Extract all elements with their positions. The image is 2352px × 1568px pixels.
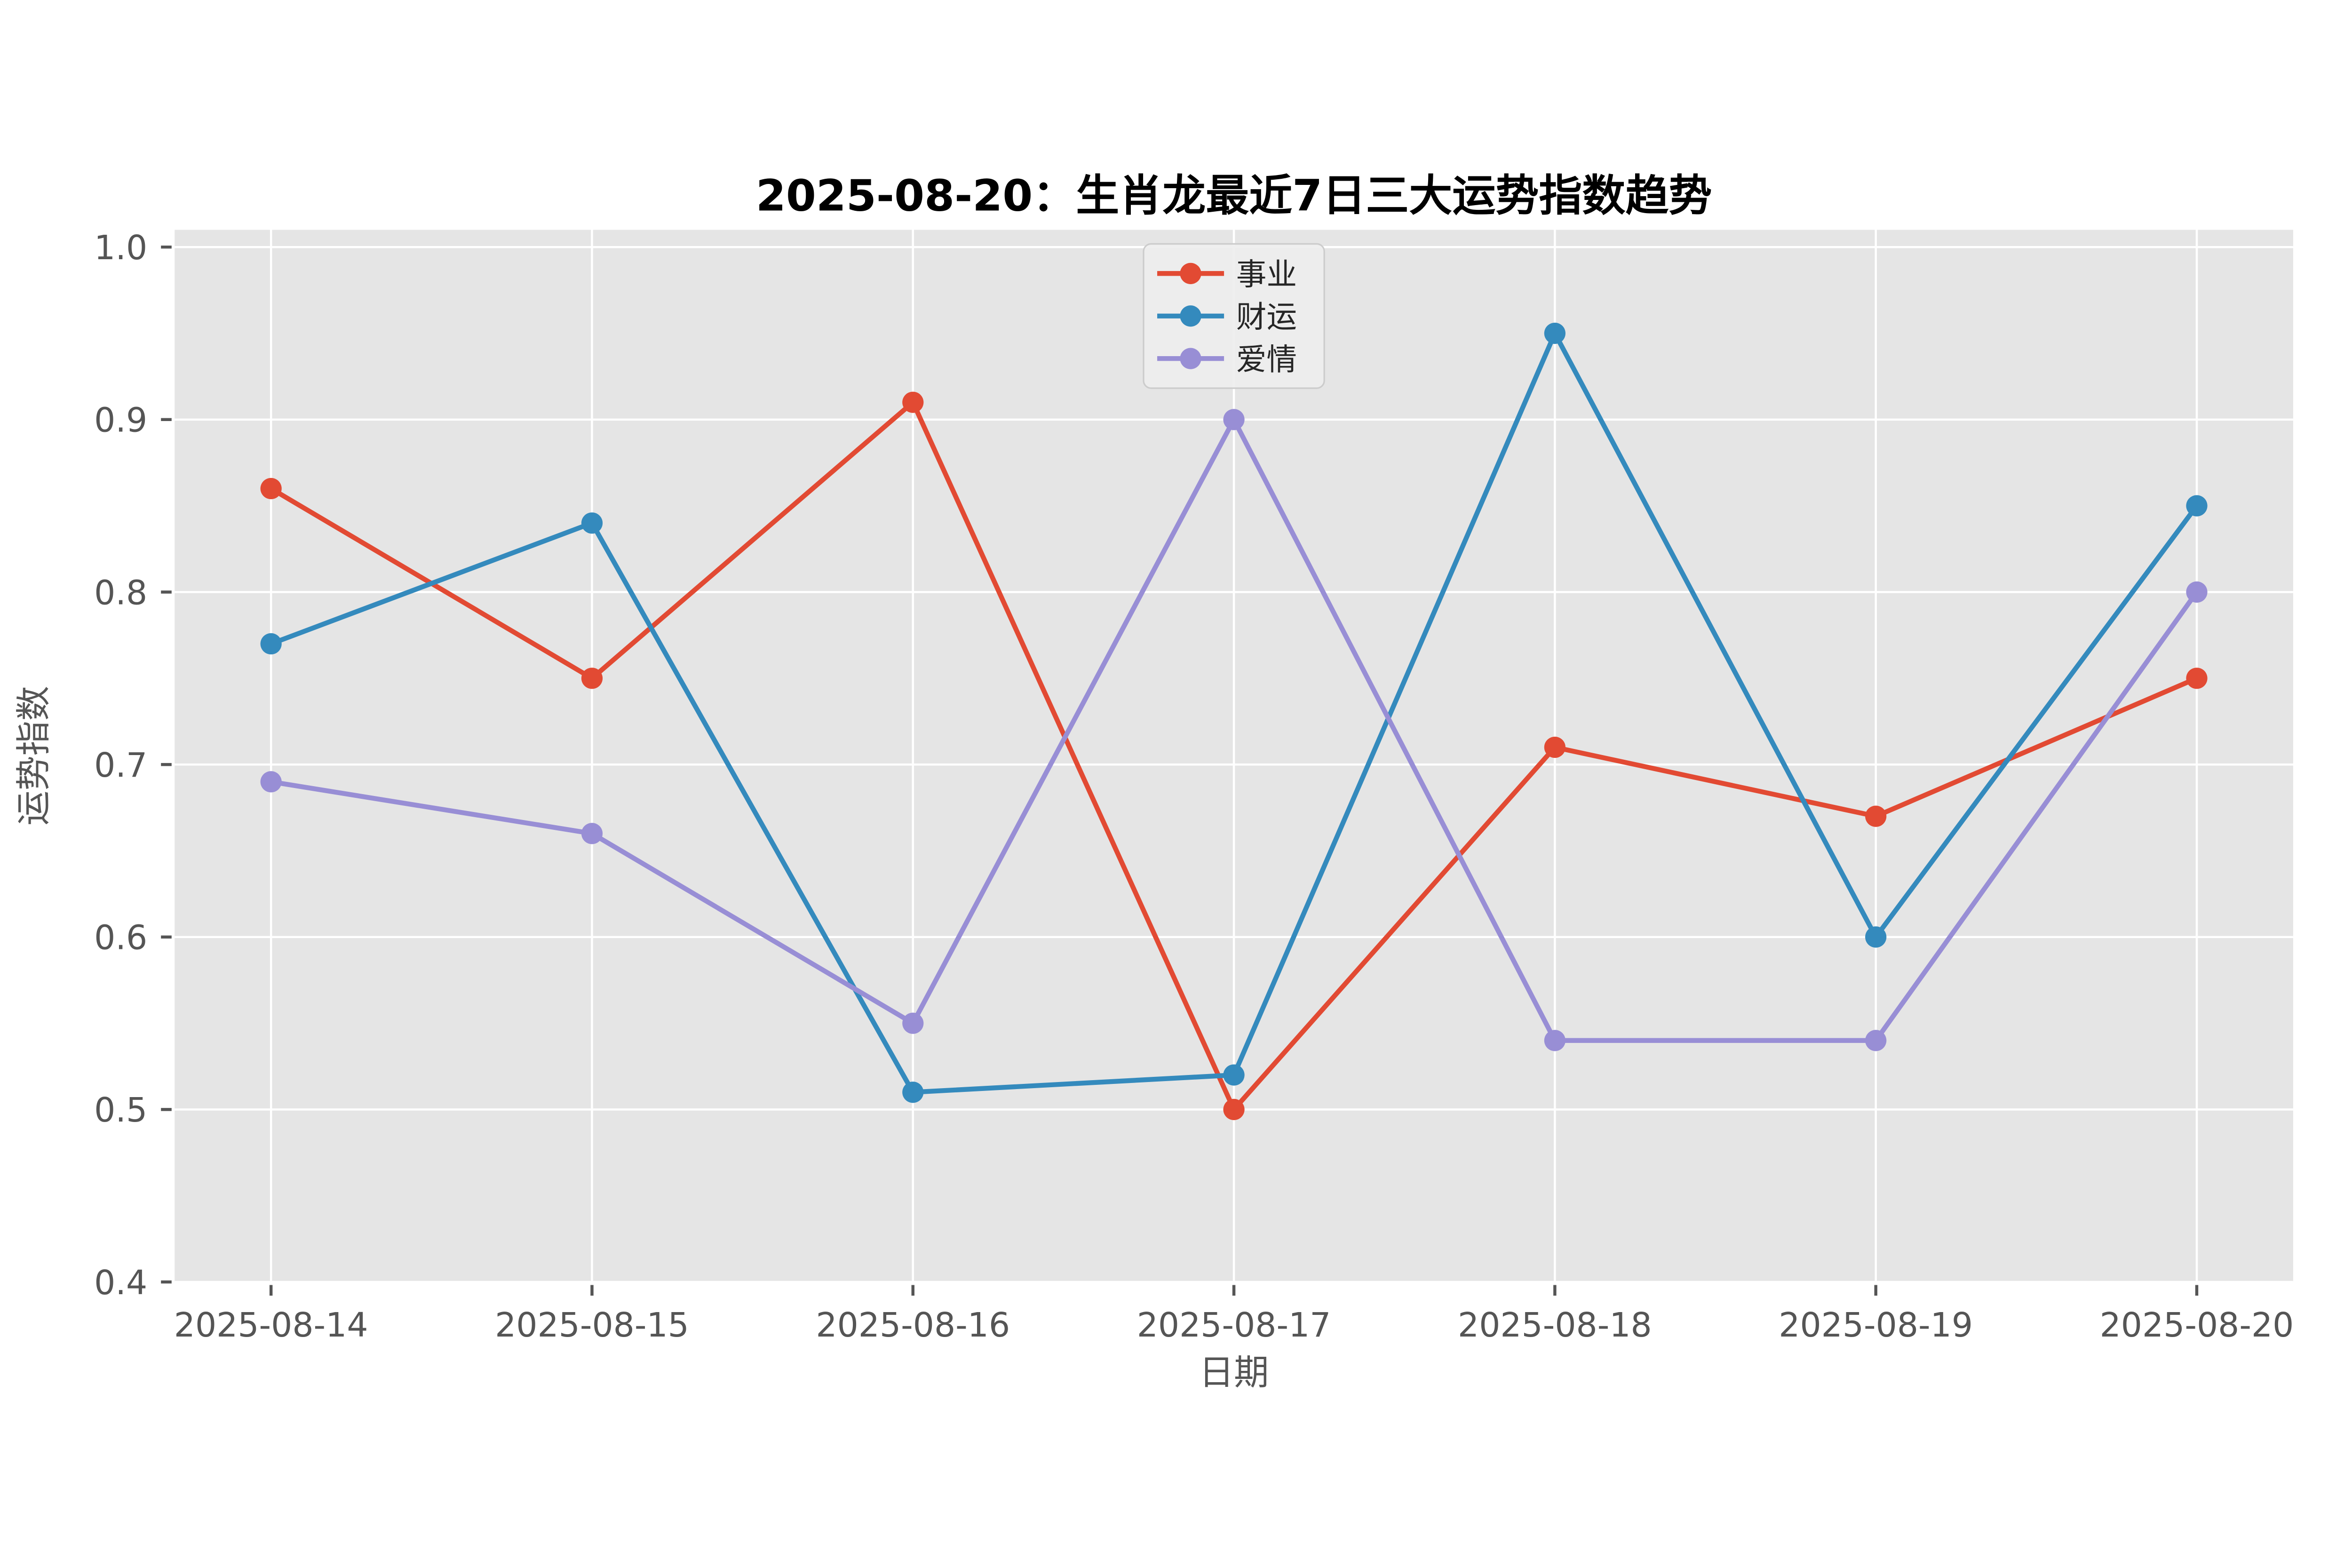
love-data-point-marker [2186,581,2208,603]
legend-item-wealth: 财运 [1157,300,1297,335]
wealth-data-point-marker [581,512,603,534]
career-data-point-marker [2186,668,2208,689]
love-data-point-marker [1223,409,1245,430]
y-tick-label: 0.8 [94,573,147,612]
wealth-data-point-marker [2186,495,2208,517]
x-tick-label: 2025-08-19 [1779,1305,1973,1345]
x-tick-label: 2025-08-18 [1458,1305,1652,1345]
career-data-point-marker [902,391,924,413]
wealth-data-point-marker [260,633,282,655]
career-data-point-marker [1223,1098,1245,1120]
y-tick-label: 0.6 [94,918,147,957]
x-tick-label: 2025-08-16 [816,1305,1010,1345]
legend-item-love: 爱情 [1157,342,1297,377]
legend-label-love: 爱情 [1236,342,1297,377]
axis-ticks: 0.4 0.5 0.6 0.7 0.8 0.9 1.0 2025-08-14 2025-08-1… [94,228,2294,1345]
love-marker-icon [1180,348,1201,369]
wealth-data-point-marker [1865,926,1887,948]
x-tick-label: 2025-08-17 [1137,1305,1331,1345]
career-data-point-marker [581,668,603,689]
wealth-data-point-marker [1544,322,1565,344]
career-data-point-marker [260,478,282,500]
legend-item-career: 事业 [1157,257,1297,293]
love-data-point-marker [1865,1030,1887,1051]
career-series [260,391,2208,1120]
chart-title: 2025-08-20：生肖龙最近7日三大运势指数趋势 [756,170,1712,221]
legend-label-career: 事业 [1236,257,1297,293]
x-tick-label: 2025-08-15 [495,1305,689,1345]
y-tick-label: 1.0 [94,228,147,267]
x-axis-title: 日期 [1199,1352,1269,1393]
love-data-point-marker [260,771,282,793]
x-tick-label: 2025-08-20 [2100,1305,2294,1345]
y-tick-label: 0.7 [94,746,147,785]
love-series [260,409,2208,1051]
legend-label-wealth: 财运 [1236,300,1297,335]
legend: 事业 财运 爱情 [1143,243,1325,389]
wealth-data-point-marker [1223,1064,1245,1086]
career-data-point-marker [1544,736,1565,758]
y-tick-label: 0.5 [94,1090,147,1130]
y-tick-label: 0.9 [94,401,147,440]
x-tick-label: 2025-08-14 [174,1305,368,1345]
wealth-series [260,322,2208,1103]
love-data-point-marker [581,823,603,844]
y-tick-label: 0.4 [94,1263,147,1302]
love-data-point-marker [1544,1030,1565,1051]
love-data-point-marker [902,1012,924,1034]
career-data-point-marker [1865,805,1887,827]
wealth-marker-icon [1180,305,1201,327]
wealth-data-point-marker [902,1082,924,1103]
data-series [260,322,2208,1120]
career-marker-icon [1180,263,1201,284]
y-axis-title: 运势指数 [13,686,54,826]
